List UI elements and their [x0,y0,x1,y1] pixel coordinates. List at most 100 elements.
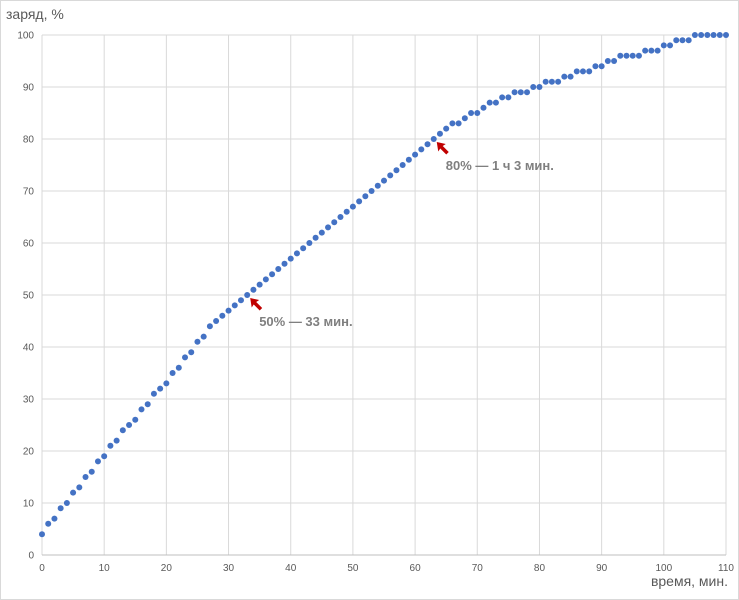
arrow-icon [436,142,449,155]
data-point [524,89,531,96]
data-point [673,37,680,44]
data-point [51,515,58,522]
data-point [343,208,350,215]
data-point [710,32,717,38]
y-tick-label: 90 [23,83,35,94]
data-point [412,151,419,158]
data-point [157,385,164,392]
data-point [586,68,593,75]
data-point [393,167,400,174]
data-point [443,125,450,132]
data-point [356,198,363,205]
data-point [150,390,157,397]
y-tick-label: 30 [23,395,35,406]
data-point [70,489,77,496]
annotation-label: 50% — 33 мин. [259,314,352,329]
data-point [698,32,705,38]
data-point [542,78,549,85]
data-point [144,401,151,408]
data-point [132,416,139,423]
data-point [679,37,686,44]
data-point [362,193,369,200]
x-tick-label: 50 [347,563,359,574]
data-point [349,203,356,210]
y-tick-label: 0 [28,551,34,562]
data-point [629,52,636,59]
y-tick-label: 70 [23,187,35,198]
data-point [648,47,655,54]
y-tick-label: 60 [23,239,35,250]
data-point [598,63,605,70]
arrow-icon [250,298,263,311]
data-point [716,32,723,38]
data-point [169,370,176,376]
data-point [499,94,506,101]
data-point [635,52,642,59]
y-tick-label: 40 [23,343,35,354]
data-point [573,68,580,75]
data-point [300,245,307,252]
data-point [119,427,126,434]
data-point [281,260,288,267]
data-point [418,146,425,153]
data-point [219,312,226,319]
data-point [604,58,611,64]
data-point [449,120,456,127]
data-point [318,229,325,236]
data-point [94,458,101,465]
data-point [175,364,182,371]
data-point [561,73,568,80]
data-point [163,380,170,387]
data-point [617,52,624,59]
data-point [88,468,95,475]
data-point [517,89,524,96]
data-point [312,234,319,241]
data-point [231,302,238,309]
data-point [293,250,300,257]
data-point [405,156,412,163]
data-point [269,271,276,278]
data-point [126,422,133,428]
x-tick-label: 60 [410,563,422,574]
data-point [660,42,667,49]
data-point [138,406,145,413]
data-points [39,32,729,538]
data-point [430,136,437,142]
data-point [325,224,332,231]
data-point [107,442,114,449]
y-tick-label: 80 [23,135,35,146]
x-tick-label: 80 [534,563,546,574]
x-tick-label: 10 [99,563,111,574]
data-point [306,240,313,246]
data-point [461,115,468,122]
x-tick-label: 40 [285,563,297,574]
data-point [374,182,381,189]
y-tick-label: 20 [23,447,35,458]
data-point [480,104,487,111]
data-point [256,281,263,288]
data-point [250,286,257,293]
annotations: 50% — 33 мин. 80% — 1 ч 3 мин. [250,142,554,329]
data-point [399,162,406,168]
data-point [337,214,344,220]
data-point [82,474,89,480]
data-point [200,333,207,340]
data-point [505,94,512,101]
data-point [667,42,674,49]
data-point [387,172,394,179]
x-tick-label: 100 [655,563,672,574]
data-point [455,120,462,127]
data-point [486,99,493,106]
x-axis-label: время, мин. [651,573,728,589]
x-tick-label: 90 [596,563,608,574]
x-tick-label: 110 [718,563,734,574]
data-point [723,32,729,38]
data-point [287,255,294,262]
data-point [188,349,195,356]
data-point [182,354,189,361]
data-point [262,276,269,283]
data-point [424,141,431,148]
y-tick-label: 50 [23,291,35,302]
data-point [548,78,555,85]
